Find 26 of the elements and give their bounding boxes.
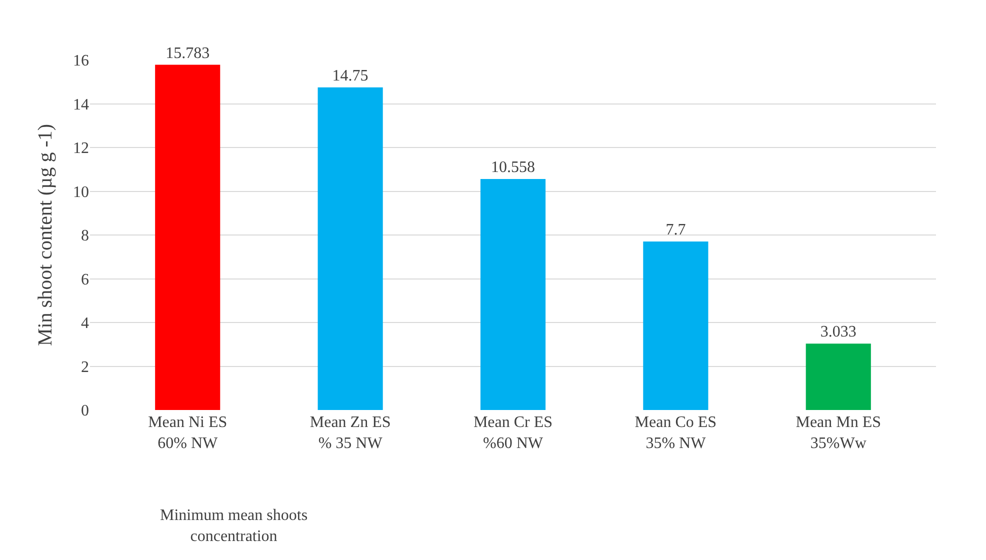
y-tick-label: 0 [81,402,89,420]
y-tick-label: 14 [73,96,89,114]
data-label: 14.75 [332,67,368,84]
y-tick-label: 6 [81,271,89,288]
x-tick-label: Mean Cr ES %60 NW [473,414,553,452]
bar [806,344,871,410]
bar [318,87,383,410]
bar [480,179,546,410]
y-tick-label: 12 [73,140,89,158]
x-tick-label: Mean Ni ES 60% NW [148,414,228,452]
x-tick-label: Mean Zn ES % 35 NW [310,414,391,452]
y-axis-title: Min shoot content (µg g -1) [34,124,56,346]
y-tick-label: 4 [81,315,89,332]
bar [155,64,220,410]
x-tick-label: Mean Mn ES 35%Ww [796,414,882,452]
data-label: 3.033 [820,324,856,341]
y-tick-label: 16 [73,52,89,70]
y-tick-label: 10 [73,184,89,201]
x-tick-label: Mean Co ES 35% NW [634,414,717,452]
bar [643,242,708,410]
data-label: 10.558 [491,159,535,176]
data-label: 7.7 [666,222,686,239]
x-axis-title: Minimum mean shoots concentration [160,507,308,545]
data-label: 15.783 [166,44,210,62]
y-tick-label: 8 [81,228,89,245]
y-tick-label: 2 [81,358,89,376]
